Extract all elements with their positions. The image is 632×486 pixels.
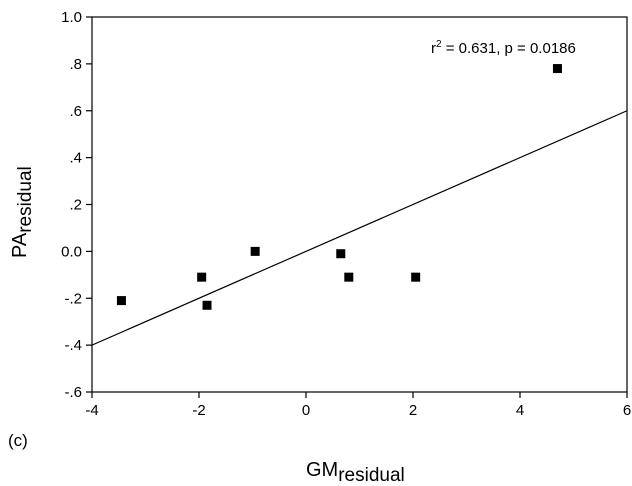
y-tick-label: -.4	[64, 337, 82, 354]
x-tick-label: 4	[516, 402, 524, 419]
y-tick-label: .8	[69, 56, 82, 73]
x-axis-title-subscript: residual	[338, 465, 405, 486]
regression-annotation: r2 = 0.631, p = 0.0186	[431, 39, 576, 57]
y-tick-label: -.2	[64, 290, 82, 307]
data-point	[411, 272, 421, 282]
regression-line	[91, 110, 628, 346]
y-tick-label: .2	[69, 197, 82, 214]
data-point	[336, 249, 346, 259]
data-point	[202, 300, 212, 310]
x-axis-title: GMresidual	[306, 459, 405, 486]
data-point	[344, 272, 354, 282]
x-tick-label: 0	[302, 402, 310, 419]
data-point	[552, 64, 562, 74]
y-axis-title: PAresidual	[9, 166, 36, 258]
x-tick-label: -2	[192, 402, 205, 419]
y-tick-label: 0.0	[61, 243, 82, 260]
y-tick-label: 1.0	[61, 9, 82, 26]
panel-label: (c)	[8, 431, 28, 450]
y-axis-title-subscript: residual	[15, 166, 36, 233]
plot-frame	[91, 16, 628, 393]
r-squared-superscript: 2	[436, 39, 442, 50]
y-tick-label: .6	[69, 103, 82, 120]
x-tick-label: -4	[85, 402, 98, 419]
data-point	[197, 272, 207, 282]
plot-area: -4 -2 0 2 4 6 -.6 -.4 -.2 0.0 .2 .4 .6 .8 1.0	[61, 9, 631, 419]
x-tick-label: 6	[623, 402, 631, 419]
x-tick-label: 2	[409, 402, 417, 419]
y-tick-label: .4	[69, 150, 82, 167]
y-tick-label: -.6	[64, 384, 82, 401]
data-point	[250, 246, 260, 256]
data-point	[116, 296, 126, 306]
